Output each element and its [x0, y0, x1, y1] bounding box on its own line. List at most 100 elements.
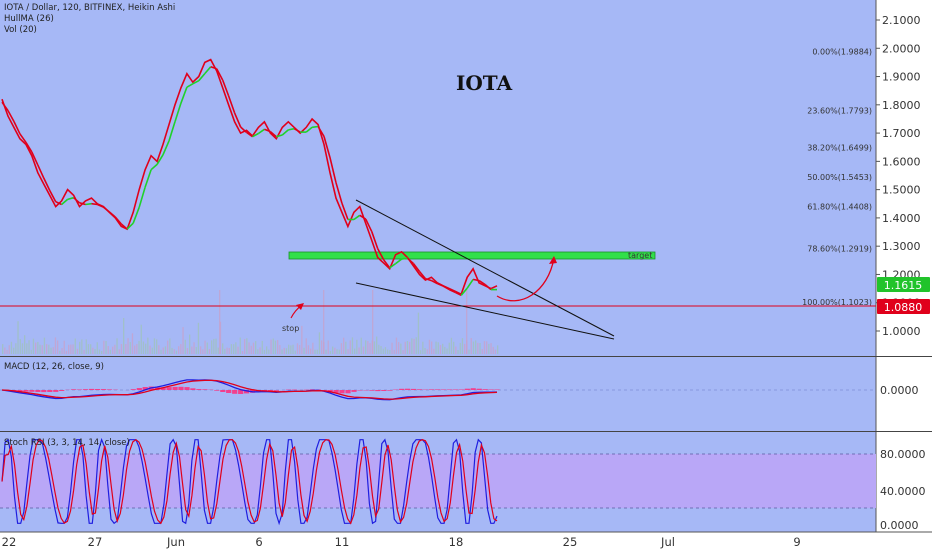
volume-bar	[338, 349, 340, 354]
volume-bar	[349, 340, 351, 354]
volume-bar	[52, 347, 54, 354]
volume-bar	[402, 350, 404, 354]
price-tick-label: 1.0000	[882, 325, 921, 338]
macd-histogram-bar	[53, 390, 59, 392]
volume-bar	[13, 347, 15, 354]
volume-bar	[10, 341, 13, 354]
hull-ma-segment	[252, 132, 259, 138]
volume-bar	[2, 344, 4, 354]
macd-histogram-bar	[232, 390, 238, 394]
macd-histogram-bar	[35, 390, 41, 392]
macd-histogram-bar	[77, 389, 83, 390]
price-axis[interactable]: 2.1000 2.0000 1.9000 1.8000 1.7000 1.6000 1.50…	[876, 14, 921, 338]
hull-ma-segment	[276, 134, 283, 138]
macd-histogram-bar	[130, 389, 136, 390]
hull-ma-segment	[144, 169, 152, 188]
volume-bar	[211, 340, 213, 354]
volume-bar	[356, 339, 358, 354]
hull-ma-segment	[108, 211, 116, 218]
hull-ma-segment	[395, 258, 403, 265]
volume-bar	[173, 349, 175, 354]
volume-bar	[444, 346, 446, 354]
hull-ma-segment	[186, 83, 194, 88]
volume-bar	[450, 337, 453, 354]
volume-bar	[477, 342, 479, 354]
volume-bar	[404, 341, 406, 354]
hull-ma-segment	[120, 223, 128, 230]
volume-bar	[442, 343, 444, 354]
volume-bar	[426, 349, 428, 354]
volume-bar	[226, 347, 228, 354]
volume-bar	[483, 341, 486, 354]
macd-histogram-bar	[106, 389, 112, 390]
volume-bar	[393, 349, 395, 354]
volume-bar	[259, 347, 261, 354]
volume-bar	[413, 338, 415, 354]
target-zone[interactable]	[288, 251, 656, 260]
volume-bar	[90, 344, 92, 354]
volume-bar	[305, 338, 307, 354]
volume-bar	[266, 346, 268, 354]
stop-arrowhead	[296, 303, 304, 310]
fib-level-label: 0.00%(1.9884)	[812, 48, 872, 57]
support-price-value: 1.0880	[884, 301, 923, 314]
projection-arrow	[496, 257, 555, 302]
volume-bar	[101, 350, 103, 354]
volume-bar	[365, 340, 367, 354]
fib-level-label: 38.20%(1.6499)	[807, 143, 872, 152]
volume-bar	[288, 344, 290, 354]
hull-ma-segment	[13, 121, 21, 135]
macd-histogram-bar	[434, 389, 441, 390]
volume-bar	[197, 322, 200, 354]
volume-bar	[406, 341, 409, 354]
volume-bar	[263, 349, 266, 354]
volume-bar	[420, 350, 422, 354]
time-tick-label: Jul	[660, 535, 675, 549]
macd-histogram-bar	[29, 390, 35, 392]
macd-histogram-bar	[17, 390, 23, 392]
volume-bar	[204, 340, 206, 354]
hull-ma-segment	[293, 128, 301, 133]
wedge-lower-line[interactable]	[355, 282, 615, 340]
price-tick-label: 1.4000	[882, 212, 921, 225]
volume-bar	[87, 344, 90, 354]
hull-ma-segment	[240, 126, 248, 133]
symbol-info: IOTA / Dollar, 120, BITFINEX, Heikin Ash…	[4, 3, 176, 13]
macd-histogram-bar	[482, 389, 488, 390]
volume-bar	[46, 344, 48, 354]
time-axis[interactable]: 22 27 Jun 6 11 18 25 Jul 9	[2, 535, 801, 549]
volume-bar	[217, 347, 219, 354]
hull-ma-segment	[383, 259, 391, 269]
volume-bar	[395, 337, 398, 354]
macd-histogram-bar	[381, 390, 387, 391]
volume-bar	[279, 345, 281, 354]
macd-histogram-bar	[476, 388, 482, 390]
volume-spike	[323, 290, 325, 354]
hull-ma-segment	[472, 278, 480, 282]
volume-bar	[83, 349, 85, 354]
macd-histogram-bar	[238, 390, 244, 394]
chart-annotation-title: IOTA	[456, 71, 513, 95]
macd-histogram-bar	[488, 389, 494, 390]
volume-bar	[281, 349, 283, 354]
volume-bar	[384, 347, 387, 354]
volume-bar	[32, 338, 35, 354]
volume-bar	[37, 341, 39, 354]
volume-bar	[475, 340, 477, 354]
macd-histogram-bar	[351, 390, 357, 392]
volume-bar	[422, 341, 424, 354]
volume-bar	[68, 344, 70, 354]
macd-histogram-bar	[226, 390, 232, 393]
wedge-upper-line[interactable]	[355, 199, 615, 337]
macd-histogram-bar	[464, 388, 470, 390]
hull-ma-segment	[288, 127, 295, 131]
current-price-value: 1.1615	[884, 279, 923, 292]
hull-ma-segment	[281, 129, 289, 136]
macd-histogram-bar	[345, 390, 351, 394]
volume-bar	[208, 349, 211, 354]
volume-bar	[180, 344, 182, 354]
volume-bar	[340, 343, 343, 354]
hull-ma-segment	[341, 202, 349, 220]
volume-bar	[435, 341, 437, 354]
